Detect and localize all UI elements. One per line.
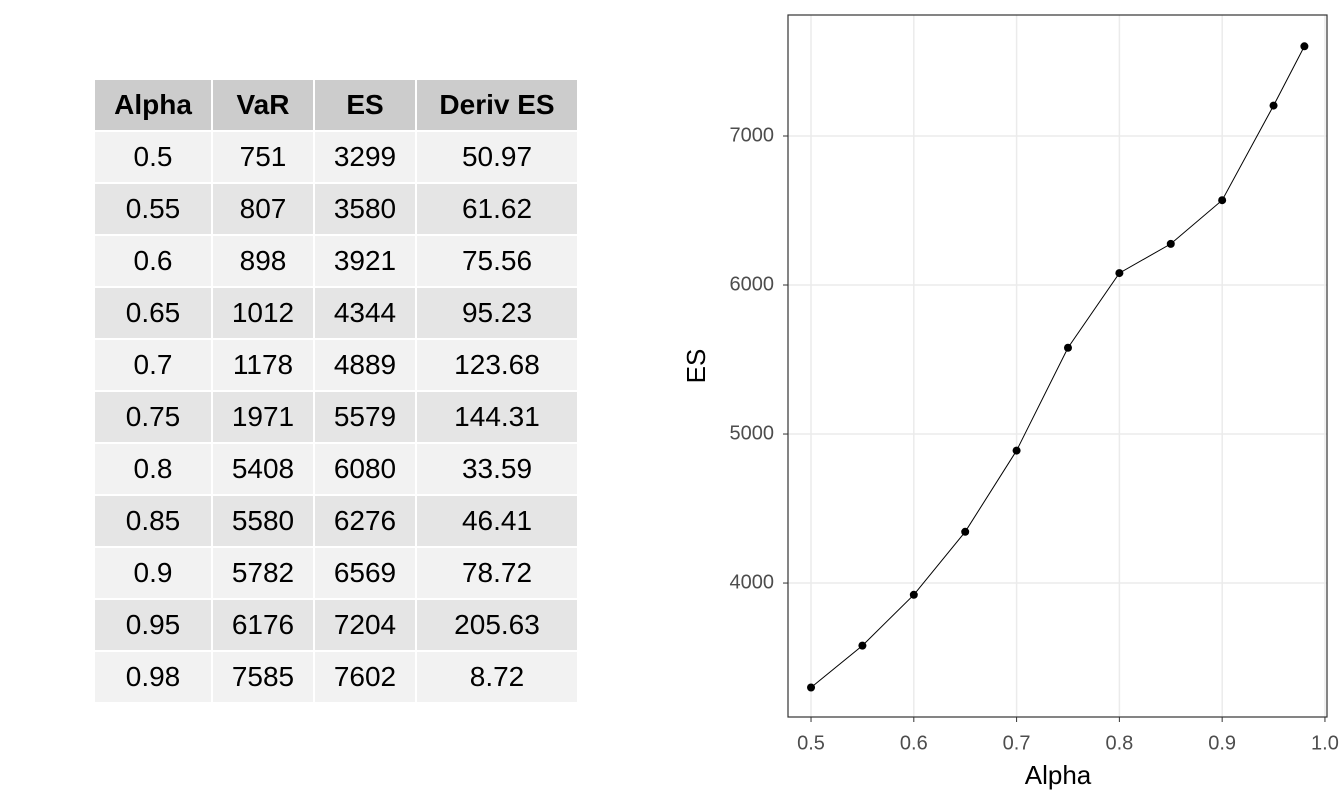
table-cell: 3299 <box>315 132 415 182</box>
point <box>1115 269 1124 278</box>
table-row: 0.55 807 3580 61.62 <box>95 184 577 234</box>
point <box>1269 101 1278 110</box>
table-row: 0.7 1178 4889 123.68 <box>95 340 577 390</box>
column-header: ES <box>315 80 415 130</box>
table-cell: 0.65 <box>95 288 211 338</box>
table-cell: 0.9 <box>95 548 211 598</box>
table-cell: 3921 <box>315 236 415 286</box>
y-axis-label: ES <box>681 349 711 384</box>
table-cell: 0.55 <box>95 184 211 234</box>
point <box>1300 42 1309 51</box>
x-tick-label: 0.5 <box>797 732 825 754</box>
table-cell: 95.23 <box>417 288 577 338</box>
table-cell: 5579 <box>315 392 415 442</box>
table-cell: 751 <box>213 132 313 182</box>
y-tick-label: 4000 <box>730 571 775 593</box>
y-tick-label: 5000 <box>730 422 775 444</box>
table-cell: 3580 <box>315 184 415 234</box>
table-cell: 1971 <box>213 392 313 442</box>
table-cell: 4889 <box>315 340 415 390</box>
table-row: 0.98 7585 7602 8.72 <box>95 652 577 702</box>
y-tick-label: 6000 <box>730 273 775 295</box>
point <box>1218 196 1227 205</box>
table-cell: 7585 <box>213 652 313 702</box>
x-tick-label: 0.6 <box>900 732 928 754</box>
table-cell: 6080 <box>315 444 415 494</box>
table-cell: 0.95 <box>95 600 211 650</box>
column-header: VaR <box>213 80 313 130</box>
table-row: 0.65 1012 4344 95.23 <box>95 288 577 338</box>
x-tick-label: 0.7 <box>1003 732 1031 754</box>
table-cell: 5408 <box>213 444 313 494</box>
point <box>961 527 970 536</box>
table-cell: 33.59 <box>417 444 577 494</box>
column-header: Alpha <box>95 80 211 130</box>
column-header: Deriv ES <box>417 80 577 130</box>
table-cell: 1012 <box>213 288 313 338</box>
table-cell: 123.68 <box>417 340 577 390</box>
table-cell: 75.56 <box>417 236 577 286</box>
table-cell: 78.72 <box>417 548 577 598</box>
table-row: 0.8 5408 6080 33.59 <box>95 444 577 494</box>
table-cell: 0.6 <box>95 236 211 286</box>
point <box>909 590 918 599</box>
table-cell: 0.5 <box>95 132 211 182</box>
x-tick-label: 1.0 <box>1311 732 1339 754</box>
table-cell: 144.31 <box>417 392 577 442</box>
point <box>1063 343 1072 352</box>
point <box>1166 239 1175 248</box>
table-cell: 50.97 <box>417 132 577 182</box>
table-cell: 6276 <box>315 496 415 546</box>
table-cell: 4344 <box>315 288 415 338</box>
x-tick-label: 0.9 <box>1208 732 1236 754</box>
table-row: 0.75 1971 5579 144.31 <box>95 392 577 442</box>
table-row: 0.95 6176 7204 205.63 <box>95 600 577 650</box>
table-cell: 898 <box>213 236 313 286</box>
y-tick-label: 7000 <box>730 124 775 146</box>
table-cell: 5782 <box>213 548 313 598</box>
table-cell: 807 <box>213 184 313 234</box>
table-row: 0.5 751 3299 50.97 <box>95 132 577 182</box>
table-row: 0.85 5580 6276 46.41 <box>95 496 577 546</box>
point <box>1012 446 1021 455</box>
table-cell: 0.8 <box>95 444 211 494</box>
table-cell: 6569 <box>315 548 415 598</box>
table-cell: 205.63 <box>417 600 577 650</box>
table-cell: 8.72 <box>417 652 577 702</box>
table-cell: 7204 <box>315 600 415 650</box>
table-cell: 6176 <box>213 600 313 650</box>
data-table: Alpha VaR ES Deriv ES 0.5 751 3299 50.97 0.55 807… <box>93 78 579 704</box>
table-cell: 5580 <box>213 496 313 546</box>
table-cell: 7602 <box>315 652 415 702</box>
table-cell: 1178 <box>213 340 313 390</box>
line <box>810 46 1305 688</box>
table-cell: 0.98 <box>95 652 211 702</box>
point <box>858 641 867 650</box>
table-cell: 0.85 <box>95 496 211 546</box>
table-row: 0.9 5782 6569 78.72 <box>95 548 577 598</box>
table-cell: 46.41 <box>417 496 577 546</box>
table-cell: 61.62 <box>417 184 577 234</box>
plot-border <box>787 14 1328 718</box>
x-tick-label: 0.8 <box>1105 732 1133 754</box>
x-axis-label: Alpha <box>1025 760 1092 790</box>
table-row: 0.6 898 3921 75.56 <box>95 236 577 286</box>
table-cell: 0.75 <box>95 392 211 442</box>
point <box>807 683 816 692</box>
table-cell: 0.7 <box>95 340 211 390</box>
